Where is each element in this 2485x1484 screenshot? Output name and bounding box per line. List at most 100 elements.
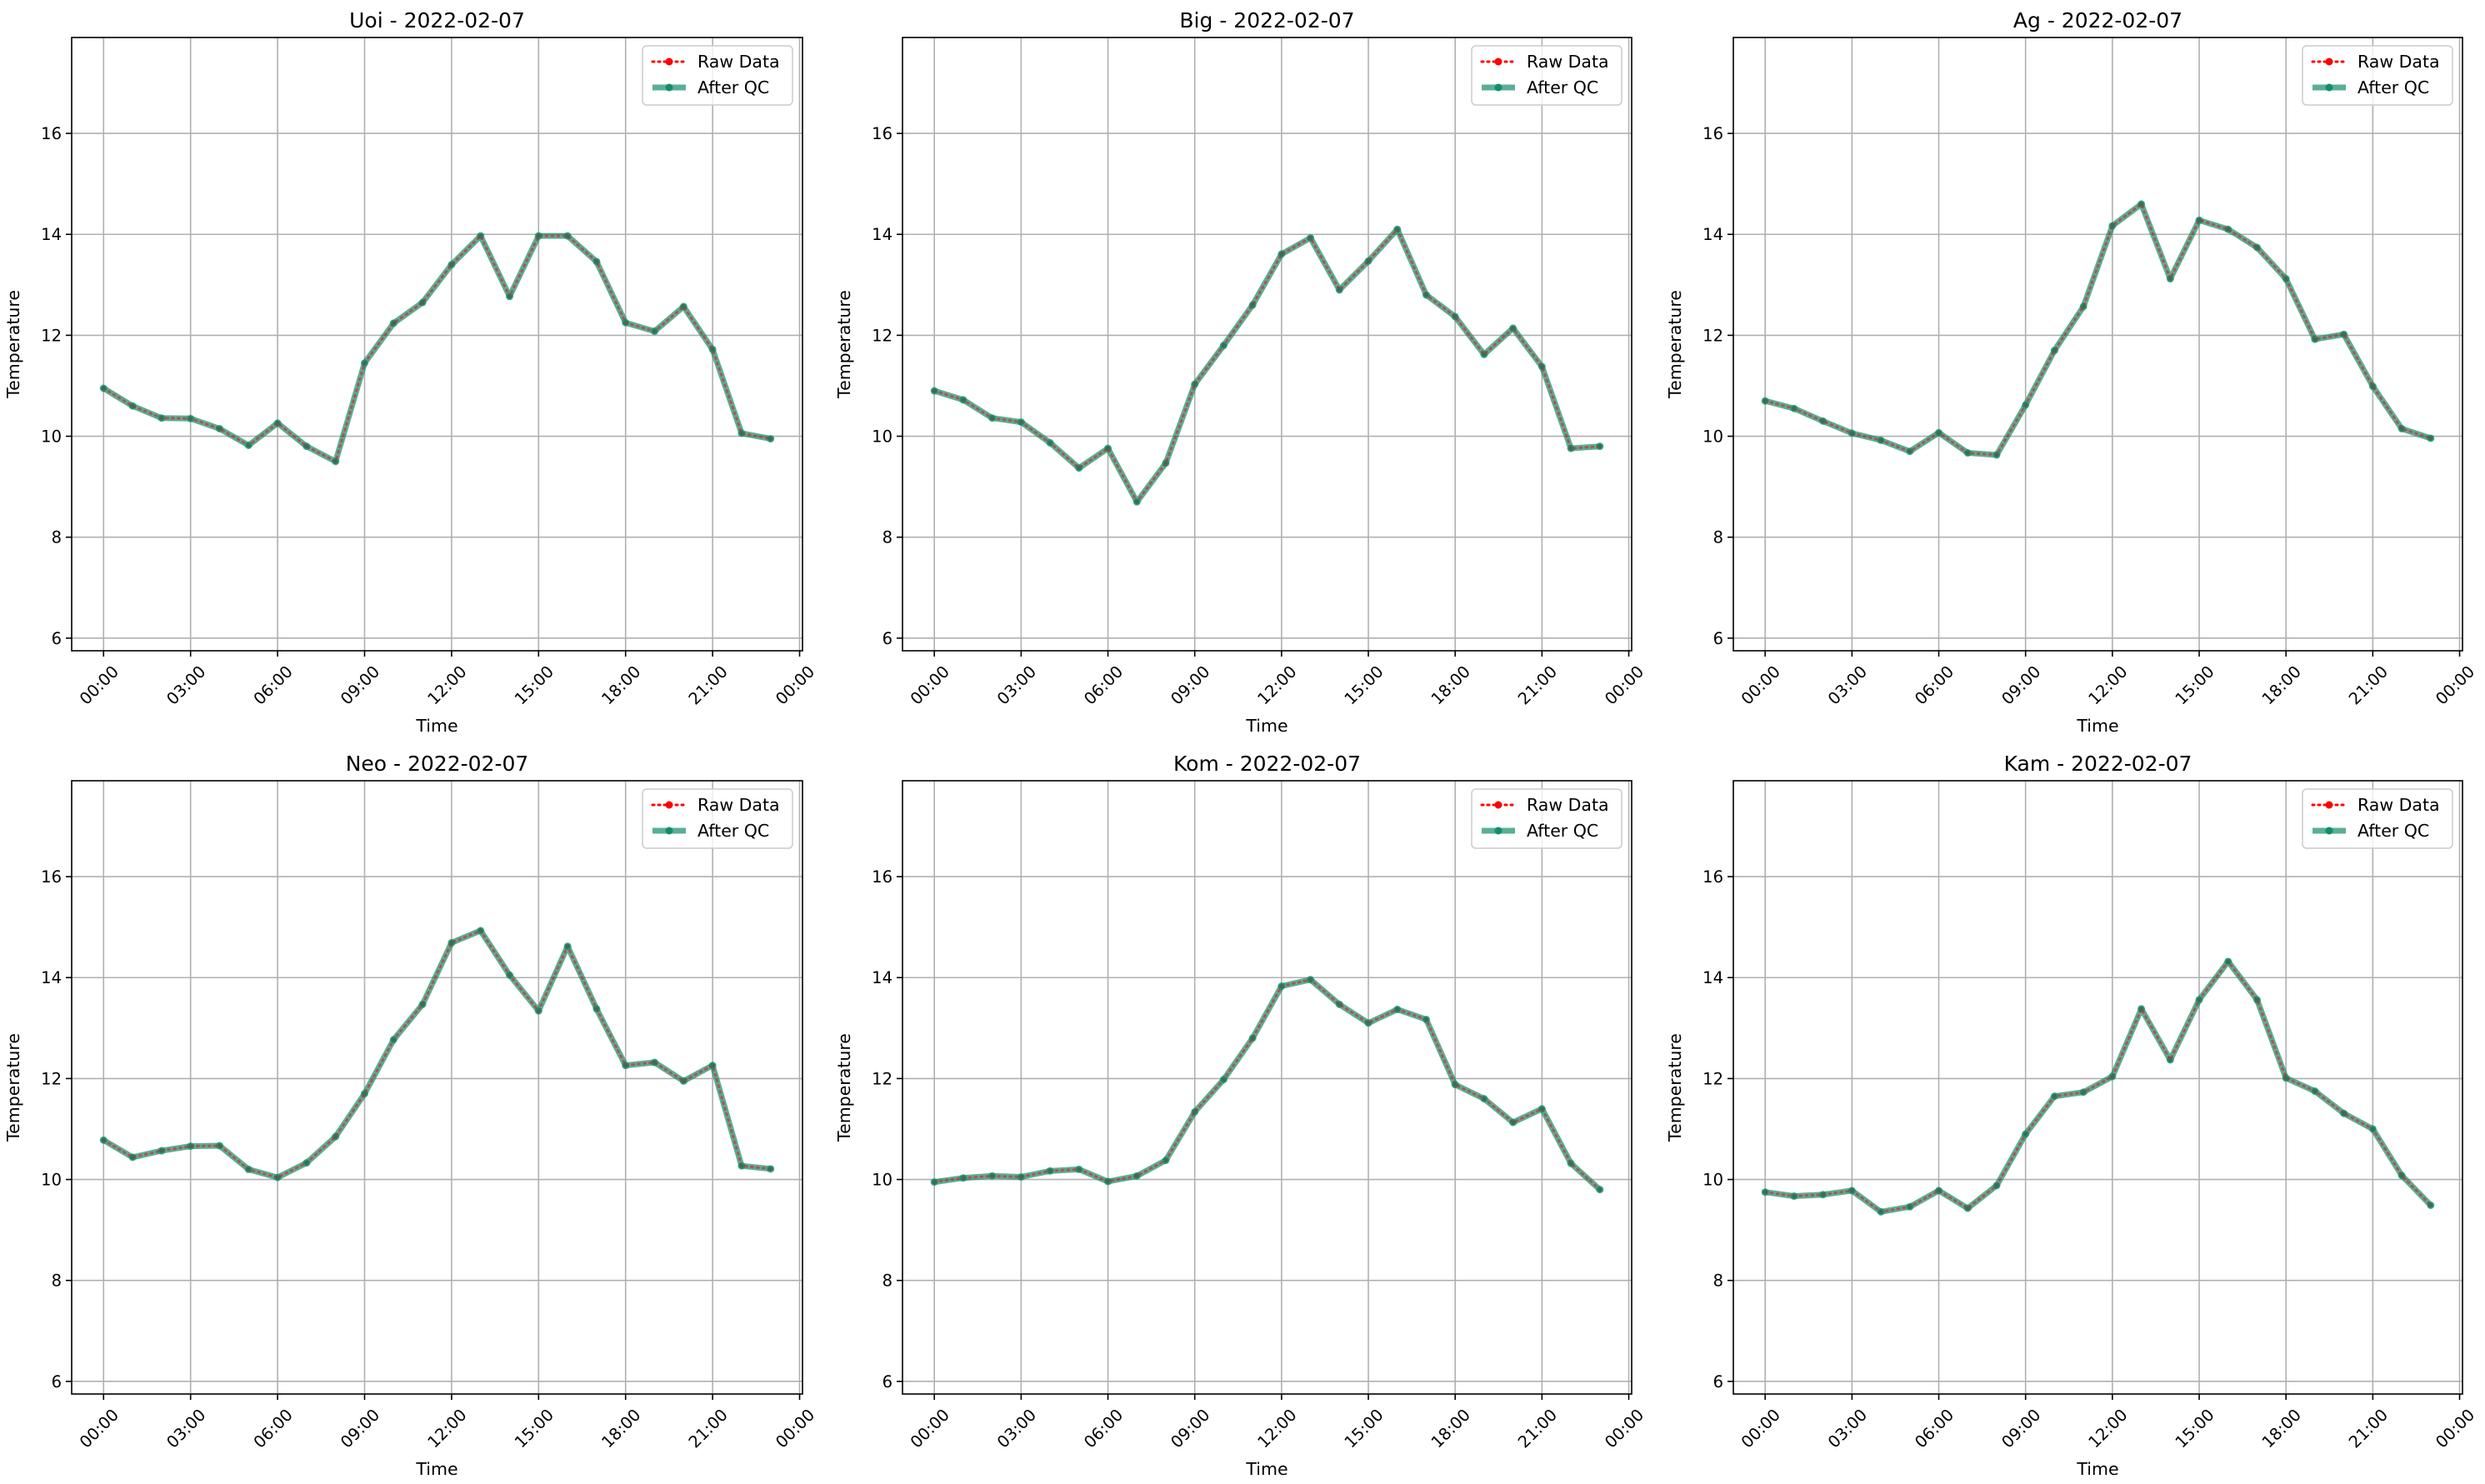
legend-label-after-qc: After QC (2358, 77, 2429, 97)
data-point-raw-data (1482, 352, 1487, 357)
plot-frame (1732, 37, 2463, 652)
data-point-raw-data (2052, 347, 2058, 353)
plot-frame (1732, 780, 2463, 1395)
data-point-raw-data (990, 1173, 995, 1178)
series-line-raw-data (1763, 959, 2432, 1213)
data-point-raw-data (2399, 1173, 2404, 1178)
data-point-raw-data (1018, 419, 1023, 425)
data-point-raw-data (2428, 436, 2433, 441)
data-point-raw-data (2138, 1007, 2144, 1012)
data-point-raw-data (2052, 1094, 2058, 1099)
data-point-raw-data (1821, 418, 1826, 423)
y-tick-label: 10 (872, 1171, 892, 1190)
data-point-raw-data (565, 233, 570, 238)
data-point-raw-data (420, 300, 425, 305)
legend-label-raw-data: Raw Data (2358, 795, 2440, 815)
data-point-raw-data (1452, 1082, 1458, 1087)
y-tick-label: 14 (1702, 968, 1723, 987)
legend-marker-raw-data (665, 57, 673, 66)
series-line-raw-data (102, 929, 772, 1179)
legend: Raw Data After QC (1471, 788, 1622, 849)
y-axis-label: Temperature (3, 1033, 23, 1142)
data-point-raw-data (1598, 444, 1602, 449)
data-point-raw-data (652, 1060, 658, 1065)
data-point-raw-data (1568, 446, 1573, 451)
legend-label-after-qc: After QC (2358, 821, 2429, 841)
data-point-raw-data (932, 388, 937, 393)
y-tick-label: 6 (52, 629, 62, 648)
data-point-raw-data (2110, 1074, 2115, 1079)
chart-title: Kam - 2022-02-07 (2004, 752, 2192, 776)
data-point-raw-data (1539, 1107, 1544, 1112)
data-point-raw-data (2081, 1090, 2086, 1095)
data-point-raw-data (565, 944, 570, 949)
data-point-raw-data (1598, 1187, 1602, 1192)
data-point-raw-data (1337, 287, 1342, 292)
data-point-raw-data (990, 416, 995, 421)
legend-label-after-qc: After QC (1527, 77, 1598, 97)
series-line-raw-data (102, 233, 772, 463)
data-point-raw-data (1134, 1173, 1139, 1178)
legend-marker-after-qc (665, 83, 673, 92)
data-point-raw-data (1048, 440, 1052, 446)
data-point-raw-data (1792, 1193, 1797, 1199)
y-tick-label: 10 (872, 427, 892, 447)
legend-marker-after-qc (1494, 827, 1502, 835)
y-tick-label: 6 (882, 629, 892, 648)
x-axis-label: Time (415, 1459, 458, 1479)
x-axis-label: Time (415, 716, 458, 736)
legend-label-raw-data: Raw Data (1527, 52, 1609, 72)
data-point-raw-data (130, 1155, 135, 1160)
data-point-raw-data (2342, 332, 2347, 337)
data-point-raw-data (2110, 223, 2115, 228)
data-point-raw-data (2312, 1088, 2318, 1094)
y-tick-label: 16 (872, 124, 892, 143)
data-point-raw-data (1221, 342, 1227, 348)
data-point-raw-data (710, 1063, 715, 1068)
data-point-raw-data (2312, 337, 2318, 342)
data-point-raw-data (1250, 302, 1255, 307)
data-point-raw-data (2197, 217, 2202, 222)
data-point-raw-data (449, 262, 454, 267)
data-point-raw-data (507, 294, 512, 299)
legend-marker-after-qc (1494, 83, 1502, 92)
legend-label-raw-data: Raw Data (2358, 52, 2440, 72)
data-point-raw-data (1279, 252, 1284, 257)
data-point-raw-data (2023, 402, 2028, 407)
y-tick-label: 12 (872, 326, 892, 345)
data-point-raw-data (1077, 466, 1082, 471)
data-point-raw-data (768, 436, 773, 442)
data-point-raw-data (2138, 202, 2144, 207)
data-point-raw-data (1878, 1209, 1883, 1214)
series-line-raw-data (932, 227, 1602, 505)
y-tick-label: 14 (1702, 225, 1723, 244)
y-tick-label: 14 (41, 225, 62, 244)
data-point-raw-data (681, 1078, 686, 1084)
legend-marker-after-qc (2325, 827, 2333, 835)
data-point-raw-data (217, 426, 222, 432)
data-point-raw-data (2399, 426, 2404, 432)
y-tick-label: 8 (882, 1272, 892, 1291)
data-point-raw-data (217, 1143, 222, 1148)
data-point-raw-data (159, 1148, 164, 1153)
y-tick-label: 8 (1713, 1272, 1723, 1291)
legend-label-after-qc: After QC (698, 821, 769, 841)
data-point-raw-data (1568, 1161, 1573, 1166)
data-point-raw-data (362, 1091, 368, 1097)
data-point-raw-data (1337, 1002, 1342, 1007)
data-point-raw-data (768, 1167, 773, 1172)
data-point-raw-data (1163, 461, 1168, 466)
y-tick-label: 6 (1713, 1372, 1723, 1392)
plot-frame (71, 37, 803, 652)
plot-frame (902, 780, 1632, 1395)
y-tick-label: 6 (1713, 629, 1723, 648)
data-point-raw-data (1762, 1190, 1768, 1195)
data-point-raw-data (1452, 314, 1458, 319)
data-point-raw-data (1878, 437, 1883, 442)
legend-label-raw-data: Raw Data (698, 795, 780, 815)
data-point-raw-data (2226, 227, 2231, 232)
data-point-raw-data (1792, 406, 1797, 411)
data-point-raw-data (449, 940, 454, 946)
plot-frame (902, 37, 1632, 652)
